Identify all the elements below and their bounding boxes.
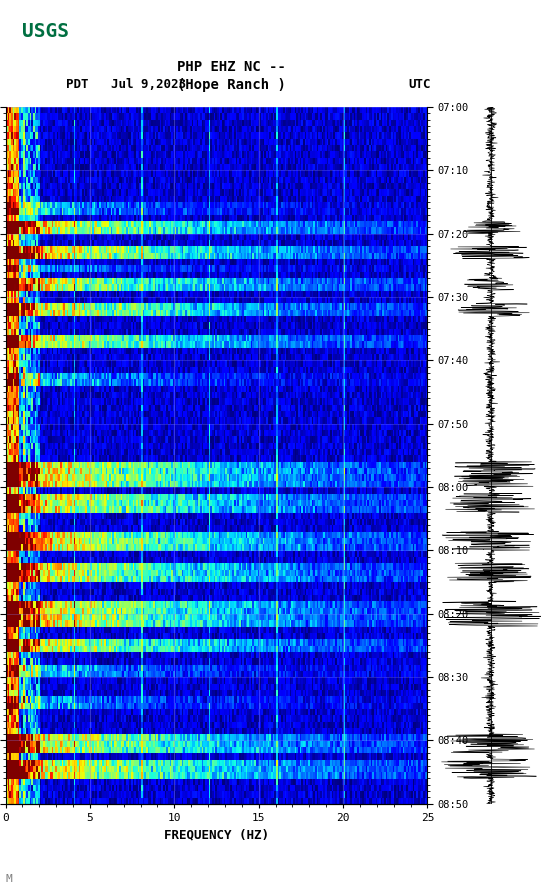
Text: PDT   Jul 9,2023: PDT Jul 9,2023 xyxy=(66,79,186,91)
Text: UTC: UTC xyxy=(408,79,431,91)
Text: USGS: USGS xyxy=(22,21,69,41)
X-axis label: FREQUENCY (HZ): FREQUENCY (HZ) xyxy=(164,829,269,841)
Text: M: M xyxy=(6,874,12,884)
Text: PHP EHZ NC --: PHP EHZ NC -- xyxy=(177,60,286,74)
Text: (Hope Ranch ): (Hope Ranch ) xyxy=(177,78,286,92)
